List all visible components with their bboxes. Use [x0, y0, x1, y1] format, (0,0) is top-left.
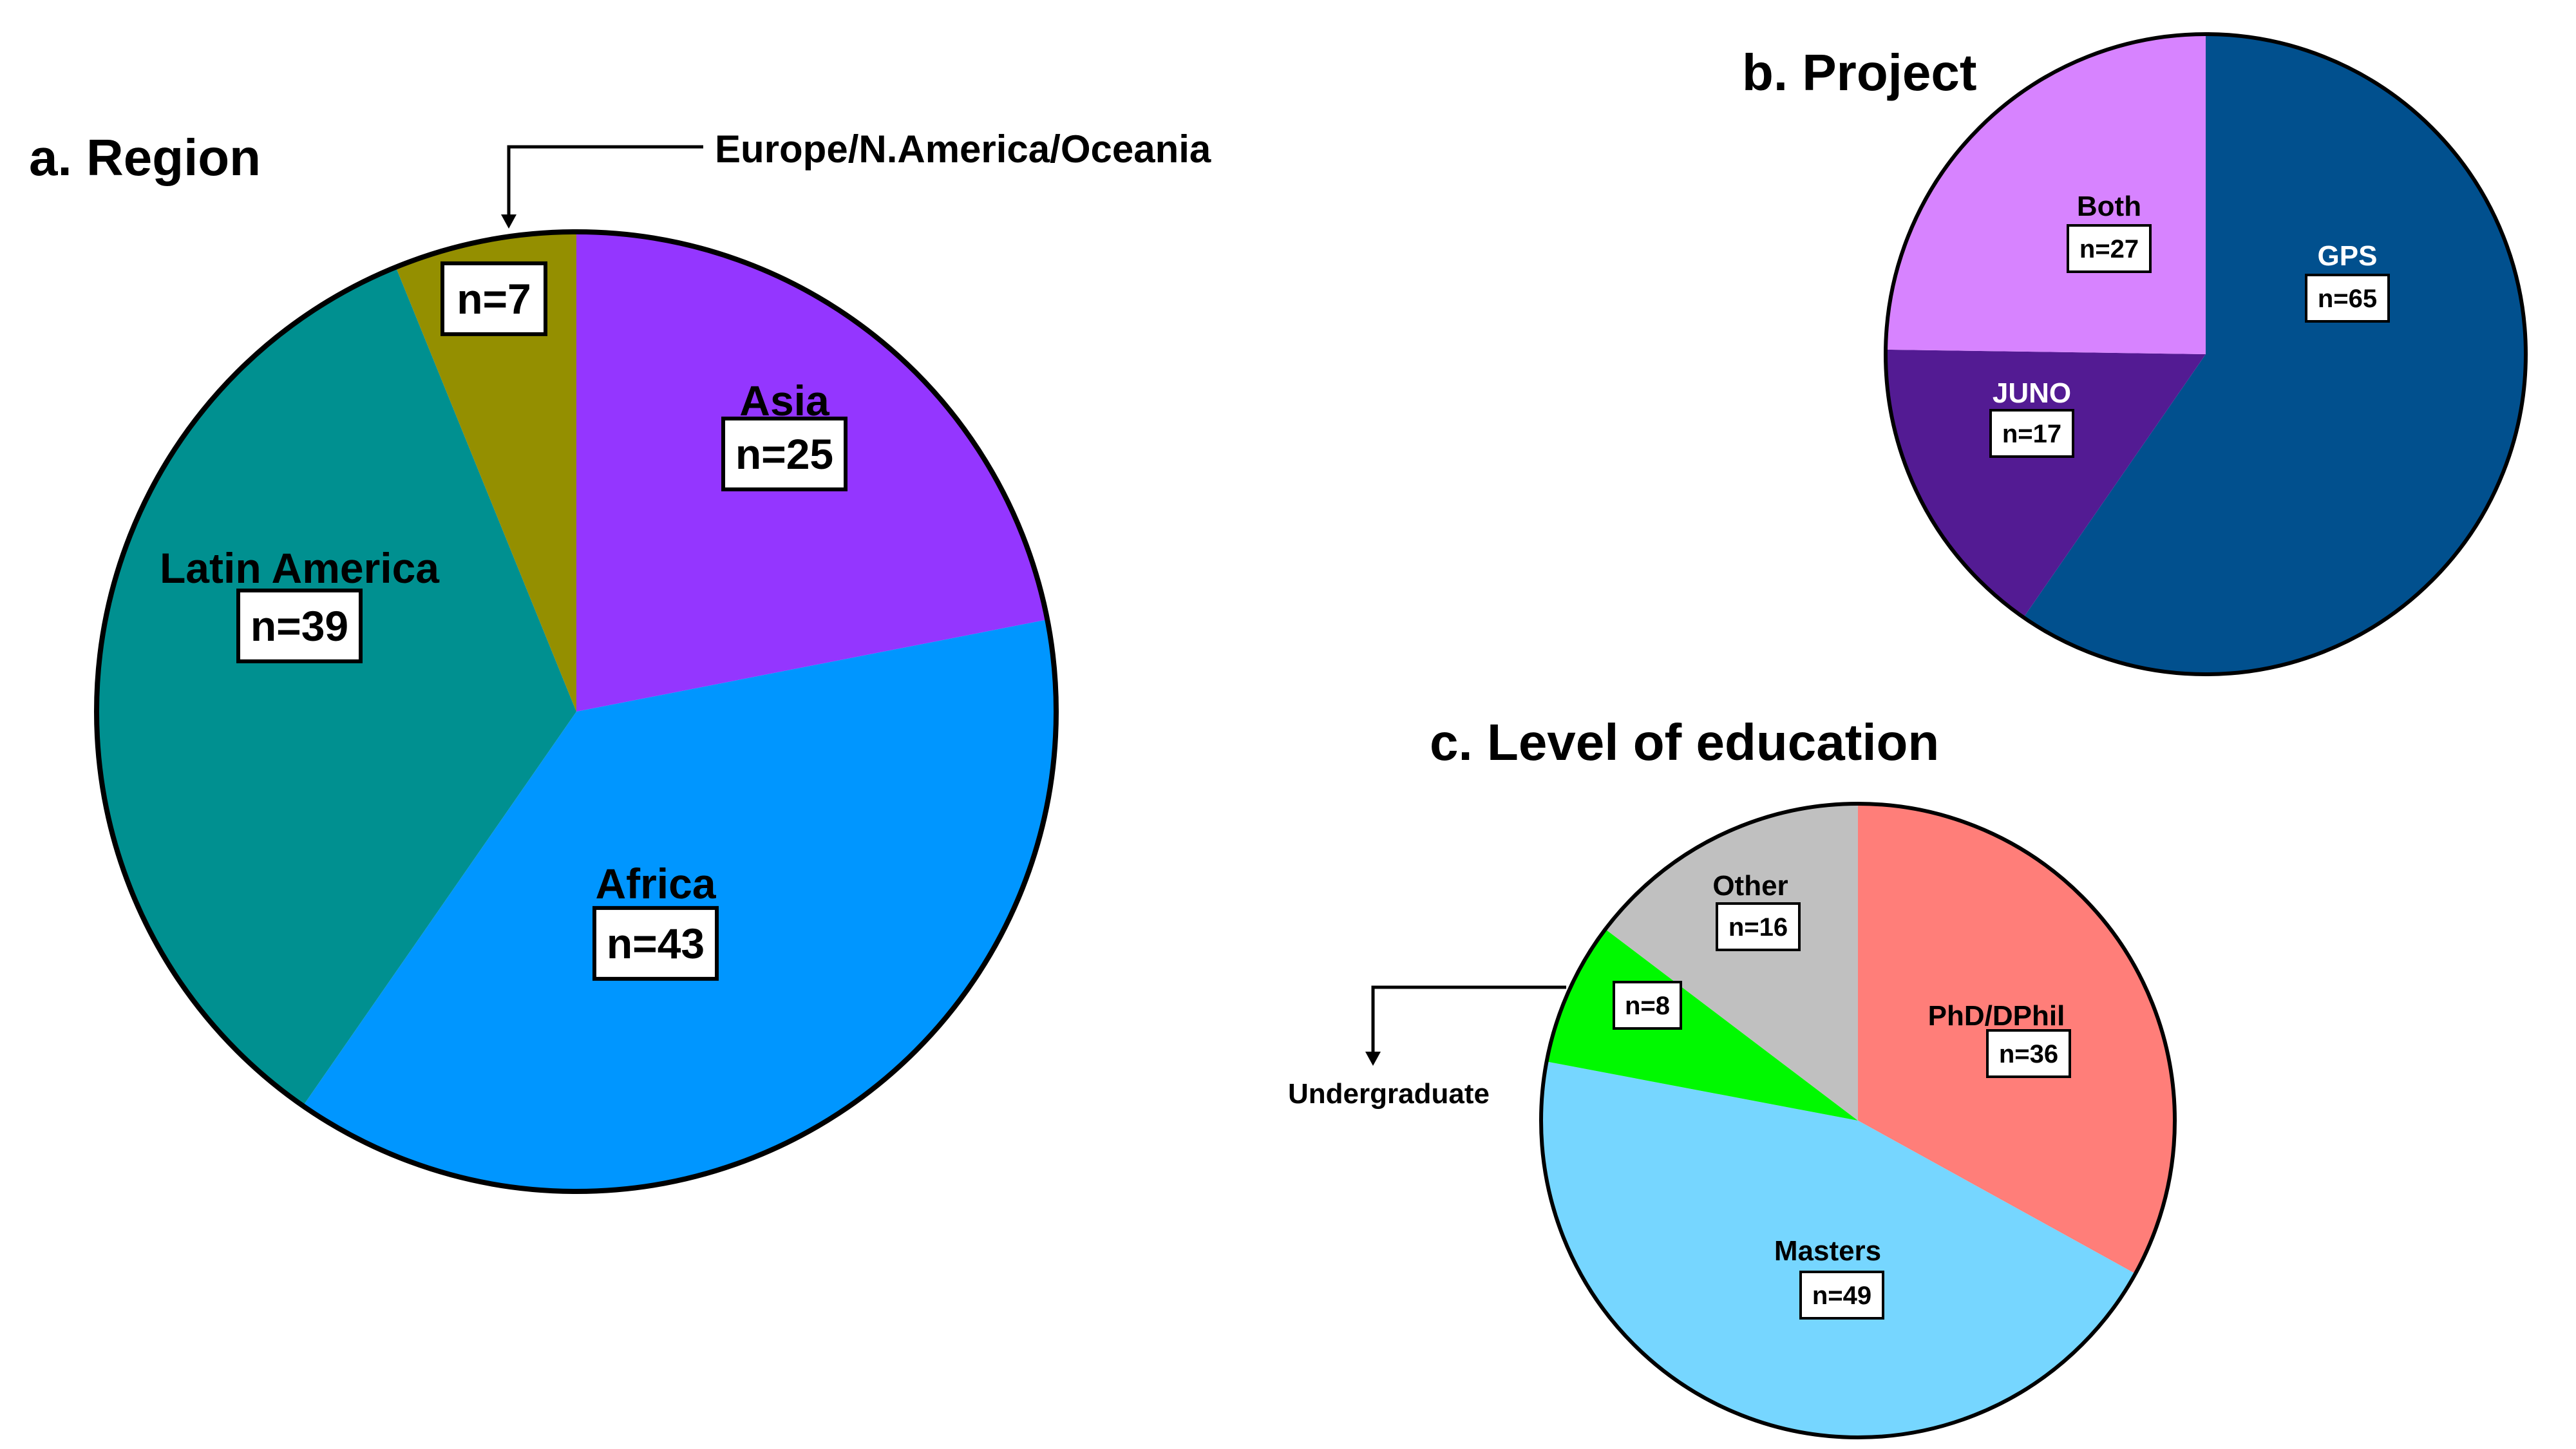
labels-project: GPS n=65 JUNO n=17 Both n=27 [1989, 191, 2390, 458]
slice-label-masters: Masters [1774, 1235, 1881, 1267]
value-label-both: n=27 [2079, 235, 2139, 263]
callout-label-europe-n-america-oceania: Europe/N.America/Oceania [715, 128, 1211, 171]
value-box-undergraduate [1613, 981, 1682, 1030]
chart-project: b. Project GPS n=65 JUNO n=17 Both n=27 [1742, 32, 2528, 676]
pie-outline [94, 229, 1059, 1194]
value-box-phd-dphil [1986, 1029, 2071, 1078]
value-label-juno: n=17 [2002, 420, 2061, 448]
pie-outline [1884, 32, 2528, 676]
callout-line-undergraduate [1371, 985, 1566, 1055]
pie-slice-europe-n-america-oceania [395, 232, 576, 712]
value-box-both [2067, 224, 2152, 273]
value-label-europe-n-america-oceania: n=7 [457, 275, 531, 323]
value-box-europe-n-america-oceania [440, 261, 547, 336]
value-label-masters: n=49 [1812, 1282, 1871, 1310]
value-label-latin-america: n=39 [251, 602, 348, 650]
slice-label-juno: JUNO [1993, 377, 2071, 409]
chart-title-education: c. Level of education [1430, 714, 1939, 771]
slice-label-gps: GPS [2318, 240, 2378, 272]
callout-arrow-europe-n-america-oceania [501, 214, 516, 229]
pie-slice-africa [303, 620, 1056, 1191]
value-label-asia: n=25 [735, 430, 833, 478]
pie-outline [1539, 802, 2177, 1439]
value-box-other [1716, 902, 1801, 951]
value-label-undergraduate: n=8 [1625, 992, 1670, 1020]
slice-label-africa: Africa [595, 860, 716, 907]
slice-label-phd-dphil: PhD/DPhil [1928, 1000, 2065, 1032]
slice-label-asia: Asia [739, 377, 830, 424]
pie-slice-masters [1541, 1061, 2136, 1437]
value-label-africa: n=43 [607, 920, 705, 967]
value-box-africa [592, 905, 719, 981]
callout-line-europe-n-america-oceania [507, 145, 703, 219]
pie-slice-both [1886, 34, 2206, 354]
chart-education: c. Level of education PhD/DPhil n=36 Maste… [1288, 714, 2177, 1439]
pie-slice-undergraduate [1546, 929, 1858, 1121]
slices-education [1539, 802, 2177, 1439]
value-box-latin-america [236, 588, 363, 663]
pie-slice-gps [2023, 34, 2526, 675]
value-box-asia [721, 416, 848, 491]
slice-label-both: Both [2077, 191, 2141, 222]
callout-label-undergraduate: Undergraduate [1288, 1078, 1490, 1110]
value-label-phd-dphil: n=36 [1999, 1040, 2058, 1068]
callout-arrow-undergraduate [1365, 1052, 1381, 1066]
pie-slice-other [1605, 804, 1858, 1121]
labels-education: PhD/DPhil n=36 Masters n=49 n=8 Undergraduate… [1288, 870, 2071, 1320]
labels-region: Asia n=25 Africa n=43 Latin America n=39 n=7 Eu… [160, 128, 1211, 981]
value-label-gps: n=65 [2318, 285, 2377, 313]
pie-slice-latin-america [97, 267, 577, 1106]
chart-region: a. Region Asia n=25 Africa n=43 Latin Americ… [29, 128, 1211, 1194]
chart-title-project: b. Project [1742, 44, 1977, 101]
slice-label-latin-america: Latin America [160, 544, 440, 592]
value-label-other: n=16 [1728, 913, 1788, 942]
value-box-gps [2305, 274, 2390, 323]
slices-project [1884, 32, 2528, 676]
slice-label-other: Other [1712, 870, 1788, 902]
slices-region [94, 229, 1059, 1194]
value-box-masters [1799, 1271, 1884, 1320]
value-box-juno [1989, 409, 2074, 458]
pie-slice-juno [1885, 349, 2206, 618]
chart-title-region: a. Region [29, 129, 261, 186]
